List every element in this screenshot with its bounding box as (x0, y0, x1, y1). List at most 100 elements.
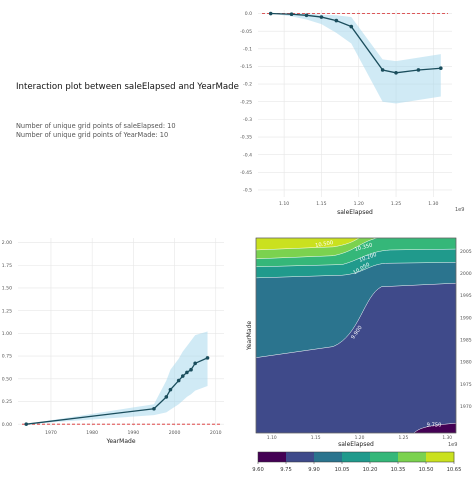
colorbar-tick-label: 9.75 (280, 467, 292, 473)
y-tick-label: 1.50 (2, 286, 12, 292)
y-tick-label: -0.35 (240, 135, 252, 141)
data-point (416, 68, 421, 72)
series-line (270, 12, 441, 74)
data-point (349, 24, 354, 29)
data-point (304, 13, 309, 18)
y-tick-label: 1975 (460, 382, 472, 388)
data-point (319, 15, 324, 19)
y-tick-label: 0.00 (2, 422, 12, 428)
x-offset-text: 1e9 (448, 442, 457, 448)
x-tick-label: 1.20 (354, 201, 364, 207)
x-tick-label: 1.20 (355, 435, 365, 441)
data-point (394, 71, 398, 75)
y-tick-label: 1990 (460, 315, 472, 321)
colorbar-segment (370, 452, 399, 462)
x-tick-label: 1.10 (279, 201, 289, 207)
confidence-band (270, 13, 441, 104)
colorbar-tick-label: 10.65 (447, 467, 462, 473)
x-tick-label: 1.15 (316, 201, 326, 207)
colorbar-tick-label: 10.20 (363, 467, 378, 473)
colorbar-segment (258, 452, 287, 462)
data-point (152, 406, 156, 411)
y-tick-label: 0.50 (2, 376, 12, 382)
pdp-saleElapsed-chart: 1.10 1.15 1.20 1.25 1.30 0.0 -0.05 -0.1 -0.15 -0.… (240, 10, 464, 216)
y-tick-label: 1.00 (2, 331, 12, 337)
data-point (193, 361, 197, 366)
colorbar-tick-label: 10.50 (419, 467, 434, 473)
y-tick-label: 2000 (460, 271, 472, 277)
y-tick-label: 0.25 (2, 399, 12, 405)
y-tick-label: -0.25 (240, 99, 252, 105)
colorbar-segment (342, 452, 371, 462)
y-tick-label: 1985 (460, 338, 472, 344)
data-point (380, 68, 385, 72)
data-point (289, 12, 294, 17)
data-point (189, 367, 193, 372)
x-tick-label: 1970 (45, 430, 57, 436)
x-offset-text: 1e9 (455, 207, 464, 213)
x-tick-label: 1.10 (267, 435, 277, 441)
contour-frame (255, 237, 457, 434)
data-point (181, 374, 185, 378)
data-point (205, 356, 210, 360)
y-tick-label: 1.25 (2, 308, 12, 314)
colorbar-segment (398, 452, 427, 462)
contour-label: 10.350 (354, 242, 373, 252)
x-axis-label: YearMade (105, 438, 135, 445)
grid-points-saleElapsed: Number of unique grid points of saleElap… (16, 122, 176, 130)
y-tick-label: -0.2 (243, 82, 252, 88)
y-tick-label: 1.75 (2, 263, 12, 269)
x-tick-label: 1.30 (428, 201, 438, 207)
grid-points-YearMade: Number of unique grid points of YearMade… (16, 131, 169, 139)
y-tick-label: -0.5 (243, 188, 252, 194)
data-point (24, 422, 29, 426)
colorbar-frame (257, 451, 455, 463)
y-tick-label: 0.75 (2, 354, 12, 360)
y-tick-label: 0.0 (245, 11, 252, 17)
y-tick-label: -0.3 (243, 117, 252, 123)
x-tick-label: 1980 (86, 430, 98, 436)
x-tick-label: 2010 (210, 430, 222, 436)
y-tick-label: -0.05 (240, 29, 252, 35)
y-tick-label: -0.4 (243, 152, 252, 158)
colorbar-tick-label: 10.05 (335, 467, 350, 473)
y-tick-label: 2.00 (2, 240, 12, 246)
interaction-title: Interaction plot between saleElapsed and… (16, 82, 239, 92)
data-point (164, 395, 169, 399)
data-point (168, 387, 173, 392)
contour-label: 9.750 (427, 422, 442, 428)
y-tick-label: 1995 (460, 293, 472, 299)
x-tick-label: 1.25 (398, 435, 408, 441)
x-axis-label: saleElapsed (337, 209, 373, 216)
series-line (26, 357, 208, 425)
y-axis-label: YearMade (246, 321, 253, 351)
y-tick-label: -0.15 (240, 64, 252, 70)
y-tick-label: -0.45 (240, 170, 252, 176)
colorbar-segment (314, 452, 343, 462)
colorbar-tick-label: 9.60 (252, 467, 264, 473)
data-point (176, 378, 181, 383)
pdp-YearMade-chart: 1970 1980 1990 2000 2010 0.00 0.25 0.50 0.75 1.00… (2, 238, 224, 445)
y-tick-label: 1980 (460, 360, 472, 366)
y-tick-label: -0.1 (243, 46, 252, 52)
colorbar-tick-label: 10.35 (391, 467, 406, 473)
colorbar-segment (286, 452, 315, 462)
x-tick-label: 1.25 (391, 201, 401, 207)
colorbar-segment (426, 452, 455, 462)
data-point (268, 11, 273, 16)
contour-label: 10.500 (315, 240, 334, 249)
x-tick-label: 1.15 (311, 435, 321, 441)
x-tick-label: 1990 (128, 430, 140, 436)
x-tick-label: 1.30 (442, 435, 452, 441)
data-point (334, 18, 339, 23)
colorbar-tick-label: 9.90 (308, 467, 320, 473)
y-tick-label: 1970 (460, 404, 472, 410)
y-tick-label: 2005 (460, 249, 472, 255)
data-point (185, 370, 189, 375)
x-axis-label: saleElapsed (338, 441, 374, 448)
data-point (439, 66, 443, 71)
contour-label: 10.200 (358, 252, 377, 264)
x-tick-label: 2000 (169, 430, 181, 436)
